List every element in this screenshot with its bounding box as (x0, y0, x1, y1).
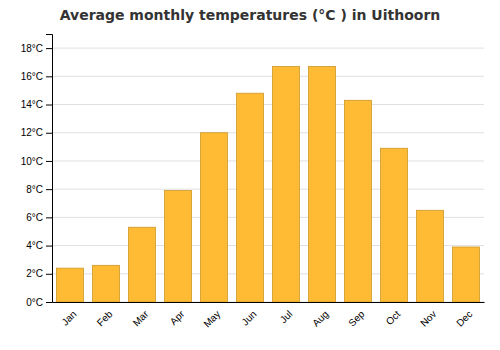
y-tick-line (46, 48, 52, 49)
x-tick: Oct (384, 308, 403, 327)
x-tick-label: Jan (59, 308, 78, 327)
x-tick: Apr (168, 308, 187, 327)
chart: 0°C 2°C 4°C 6°C 8°C 10°C 12°C 14°C 16°C 18°C Jan Fe… (0, 0, 500, 350)
bar (381, 148, 408, 302)
y-tick-line (46, 161, 52, 162)
grid-line (52, 76, 484, 77)
y-tick-label: 14°C (21, 99, 43, 110)
grid-line (52, 104, 484, 105)
y-tick: 18°C (21, 43, 52, 54)
x-axis: Jan Feb Mar Apr May Jun Jul Aug Sep Oct Nov Dec (53, 303, 485, 330)
bar (273, 66, 300, 302)
x-tick-label: Jul (278, 308, 295, 325)
y-tick-label: 2°C (26, 268, 43, 279)
x-tick: Dec (454, 308, 474, 328)
bar (309, 66, 336, 302)
y-tick-label: 12°C (21, 127, 43, 138)
x-tick-label: Feb (95, 308, 115, 328)
x-tick: May (201, 308, 222, 329)
x-tick-label: Mar (131, 308, 151, 328)
y-tick: 14°C (21, 99, 52, 110)
y-axis: 0°C 2°C 4°C 6°C 8°C 10°C 12°C 14°C 16°C 18°C (21, 35, 53, 308)
y-tick: 2°C (26, 268, 52, 279)
bar (165, 191, 192, 302)
x-tick: Sep (346, 308, 367, 329)
y-tick-line (46, 217, 52, 218)
y-axis-line (46, 35, 53, 303)
x-tick-label: Dec (454, 308, 474, 328)
x-tick-label: Oct (384, 308, 403, 327)
y-tick-line (46, 76, 52, 77)
y-tick-label: 4°C (26, 240, 43, 251)
y-tick-label: 8°C (26, 184, 43, 195)
x-tick-label: Aug (310, 308, 330, 328)
bar (129, 227, 156, 302)
y-tick-line (46, 302, 52, 303)
grid (52, 48, 484, 302)
x-tick: Nov (418, 308, 438, 328)
y-tick: 8°C (26, 184, 52, 195)
y-tick: 16°C (21, 71, 52, 82)
y-tick: 6°C (26, 212, 52, 223)
bar (453, 247, 480, 302)
y-tick-line (46, 246, 52, 247)
grid-line (52, 48, 484, 49)
y-tick: 0°C (26, 297, 52, 308)
y-tick-label: 18°C (21, 43, 43, 54)
x-tick: Mar (131, 308, 151, 328)
grid-line (52, 160, 484, 161)
bar (93, 265, 120, 302)
bar (417, 210, 444, 302)
bars (57, 66, 480, 302)
y-tick: 10°C (21, 156, 52, 167)
x-tick-label: Jun (239, 308, 258, 327)
x-tick: Jan (59, 308, 78, 327)
x-tick: Jul (278, 308, 295, 325)
y-tick-line (46, 105, 52, 106)
x-tick: Aug (310, 308, 330, 328)
title: Average monthly temperatures (°C ) in Ui… (60, 7, 441, 23)
bar (201, 133, 228, 302)
bar (57, 268, 84, 302)
x-tick-label: Sep (346, 308, 367, 329)
y-tick-label: 10°C (21, 156, 43, 167)
bar (345, 100, 372, 302)
x-axis-line (53, 302, 485, 303)
grid-line (52, 189, 484, 190)
grid-line (52, 132, 484, 133)
y-tick-label: 16°C (21, 71, 43, 82)
x-tick-label: Nov (418, 308, 438, 328)
x-tick-label: Apr (168, 308, 187, 327)
y-tick-line (46, 189, 52, 190)
y-tick-label: 0°C (26, 297, 43, 308)
y-tick: 4°C (26, 240, 52, 251)
x-tick-label: May (201, 308, 222, 329)
y-tick: 12°C (21, 127, 52, 138)
x-tick: Feb (95, 308, 115, 328)
y-tick-line (46, 133, 52, 134)
y-tick-label: 6°C (26, 212, 43, 223)
x-tick: Jun (239, 308, 258, 327)
y-tick-line (46, 274, 52, 275)
bar (237, 93, 264, 302)
plot: 0°C 2°C 4°C 6°C 8°C 10°C 12°C 14°C 16°C 18°C Jan Fe… (21, 35, 485, 330)
